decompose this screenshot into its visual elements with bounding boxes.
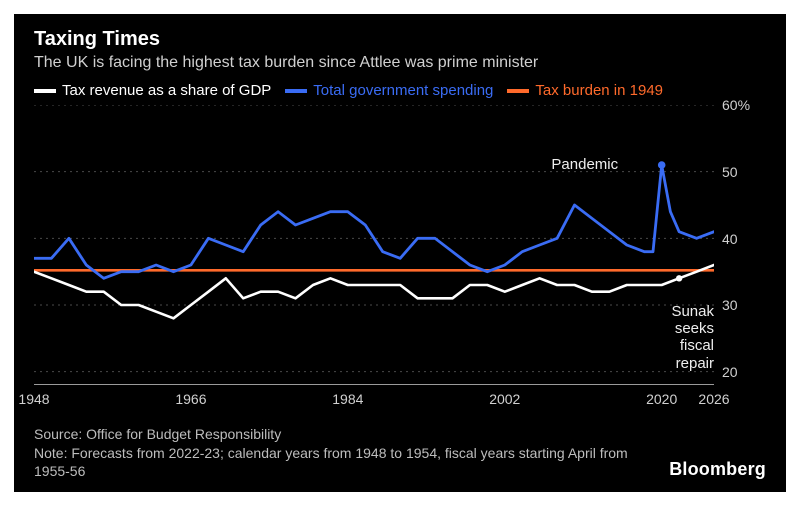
chart-title: Taxing Times: [34, 28, 766, 51]
annotation-pandemic: Pandemic: [551, 156, 618, 173]
y-tick-label: 40: [722, 231, 738, 247]
annotation-sunak: Sunakseeksfiscalrepair: [671, 303, 714, 372]
x-tick-label: 1966: [175, 391, 206, 407]
x-tick-label: 1948: [18, 391, 49, 407]
chart-subtitle: The UK is facing the highest tax burden …: [34, 53, 766, 72]
y-tick-label: 20: [722, 364, 738, 380]
legend-item: Total government spending: [285, 82, 493, 99]
plot-area: 2030405060%194819661984200220202026Pande…: [34, 105, 766, 385]
legend-label: Total government spending: [313, 82, 493, 99]
source-text: Source: Office for Budget Responsibility…: [34, 425, 634, 480]
source-line-1: Source: Office for Budget Responsibility: [34, 425, 634, 443]
y-tick-label: 30: [722, 297, 738, 313]
x-tick-label: 2026: [698, 391, 729, 407]
legend-swatch: [285, 89, 307, 93]
y-tick-label: 50: [722, 164, 738, 180]
legend-swatch: [34, 89, 56, 93]
y-tick-label: 60%: [722, 97, 750, 113]
x-tick-label: 1984: [332, 391, 363, 407]
chart-card: Taxing Times The UK is facing the highes…: [14, 14, 786, 492]
line-chart: [34, 105, 714, 385]
legend: Tax revenue as a share of GDP Total gover…: [34, 82, 766, 99]
chart-footer: Source: Office for Budget Responsibility…: [34, 425, 766, 480]
x-tick-label: 2020: [646, 391, 677, 407]
legend-label: Tax revenue as a share of GDP: [62, 82, 271, 99]
legend-label: Tax burden in 1949: [535, 82, 663, 99]
source-line-2: Note: Forecasts from 2022-23; calendar y…: [34, 444, 634, 480]
brand-label: Bloomberg: [669, 459, 766, 480]
legend-item: Tax burden in 1949: [507, 82, 663, 99]
legend-item: Tax revenue as a share of GDP: [34, 82, 271, 99]
legend-swatch: [507, 89, 529, 93]
x-tick-label: 2002: [489, 391, 520, 407]
